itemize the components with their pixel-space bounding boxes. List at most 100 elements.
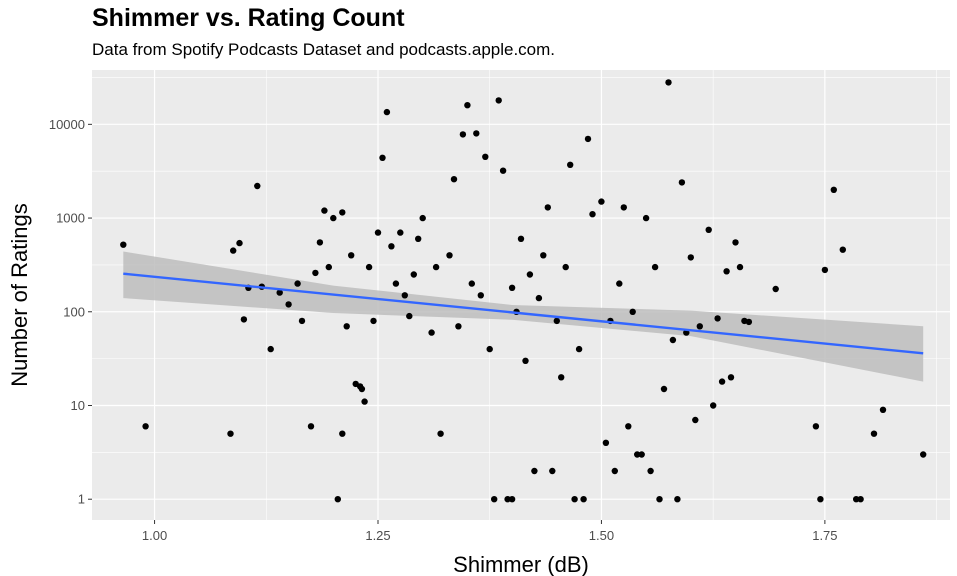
data-point	[678, 179, 686, 186]
y-tick-label: 10000	[49, 117, 85, 132]
data-point	[504, 496, 511, 503]
data-point	[634, 451, 641, 458]
data-point	[406, 312, 413, 320]
data-point	[477, 292, 484, 299]
data-point	[602, 439, 610, 446]
data-point	[817, 496, 824, 503]
y-tick-label: 1000	[56, 211, 85, 226]
data-point	[522, 357, 529, 364]
data-point	[343, 323, 350, 330]
data-point	[710, 402, 717, 409]
data-point	[508, 284, 516, 291]
data-point	[285, 301, 292, 308]
data-point	[267, 345, 274, 353]
data-point	[647, 467, 654, 475]
data-point	[638, 451, 645, 458]
x-axis-title: Shimmer (dB)	[453, 552, 589, 576]
data-point	[495, 97, 502, 104]
data-point	[240, 316, 248, 323]
data-point	[580, 496, 587, 503]
data-point	[642, 214, 650, 222]
data-point	[821, 266, 829, 274]
data-point	[674, 496, 681, 503]
y-axis-ticks: 1 10 100 1000 10000	[49, 117, 92, 507]
data-point	[446, 252, 453, 259]
data-point	[370, 317, 377, 325]
data-point	[629, 308, 636, 315]
chart-title: Shimmer vs. Rating Count	[92, 4, 405, 32]
data-point	[428, 329, 435, 336]
data-point	[392, 280, 400, 287]
data-point	[464, 102, 471, 109]
data-point	[696, 323, 703, 330]
data-point	[379, 154, 386, 161]
data-point	[482, 153, 489, 160]
x-tick-label: 1.00	[142, 528, 167, 543]
data-point	[745, 318, 753, 326]
data-point	[857, 496, 864, 503]
data-point	[450, 176, 458, 183]
data-point	[620, 204, 627, 211]
data-point	[727, 374, 735, 381]
data-point	[325, 263, 332, 271]
data-point	[459, 131, 467, 138]
data-point	[227, 430, 234, 437]
data-point	[665, 79, 672, 86]
data-point	[687, 254, 694, 261]
data-point	[920, 451, 927, 458]
data-point	[558, 374, 565, 381]
data-point	[879, 406, 887, 413]
confidence-band	[123, 251, 924, 382]
x-tick-label: 1.75	[812, 528, 837, 543]
trend-line	[123, 272, 924, 355]
chart-subtitle: Data from Spotify Podcasts Dataset and p…	[92, 40, 556, 59]
y-axis-title: Number of Ratings	[7, 203, 32, 386]
data-point	[361, 398, 368, 405]
data-point	[616, 280, 623, 287]
data-point	[410, 271, 417, 278]
data-point	[339, 430, 346, 437]
data-point	[437, 430, 444, 437]
data-point	[870, 430, 878, 437]
y-tick-label: 100	[63, 304, 85, 319]
y-tick-label: 1	[78, 492, 85, 507]
x-axis-ticks: 1.00 1.25 1.50 1.75	[142, 520, 838, 543]
data-point	[853, 496, 860, 503]
data-point	[651, 263, 659, 271]
y-tick-label: 10	[71, 398, 85, 413]
data-point	[723, 268, 730, 275]
data-point	[598, 198, 605, 205]
x-tick-label: 1.50	[589, 528, 614, 543]
data-point	[660, 385, 668, 393]
data-point	[531, 467, 538, 475]
data-point	[669, 336, 677, 344]
data-point	[732, 239, 739, 246]
data-point	[508, 496, 516, 503]
data-point	[419, 214, 426, 222]
data-point	[567, 161, 574, 168]
data-point	[656, 496, 663, 503]
data-point	[499, 167, 507, 174]
data-point	[142, 423, 149, 430]
data-point	[839, 246, 846, 253]
data-point	[374, 229, 382, 236]
data-point	[236, 239, 243, 247]
data-point	[589, 211, 596, 218]
data-point	[276, 289, 283, 296]
data-point	[830, 186, 837, 193]
data-point	[298, 317, 306, 325]
data-point	[584, 135, 592, 143]
data-point	[330, 214, 337, 222]
data-point	[553, 317, 560, 325]
data-point	[544, 204, 551, 211]
data-point	[486, 345, 493, 353]
data-point	[316, 239, 324, 246]
data-point	[401, 292, 408, 299]
data-point	[321, 207, 328, 214]
data-point	[120, 241, 127, 248]
data-point	[473, 130, 480, 137]
data-point	[491, 496, 498, 503]
data-point	[549, 467, 556, 475]
data-point	[365, 263, 373, 271]
